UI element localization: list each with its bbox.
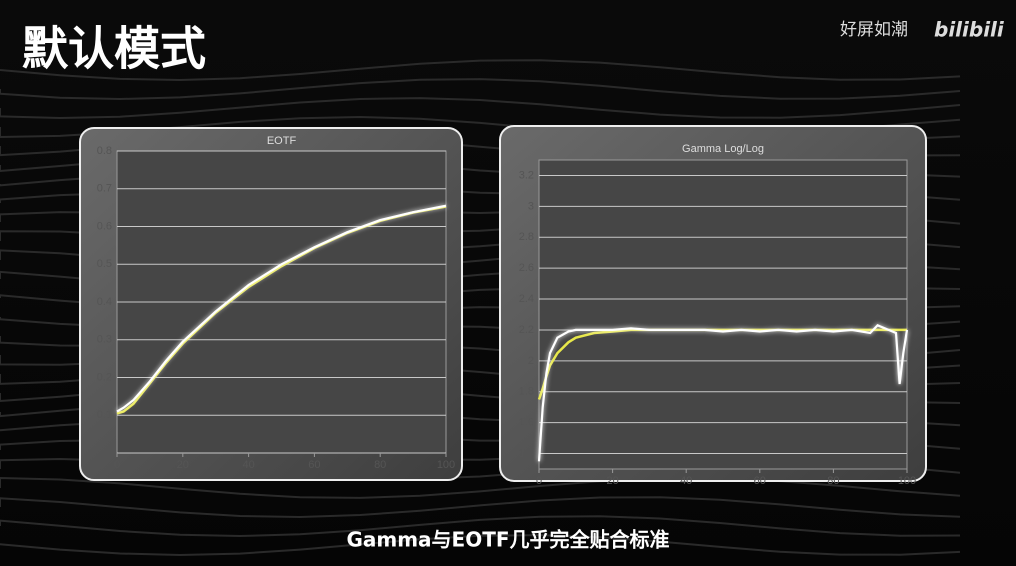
wave-line	[0, 534, 961, 557]
y-tick-label: 0.4	[97, 296, 112, 308]
y-tick-label: 1.4	[519, 447, 534, 459]
y-tick-label: 3.2	[519, 169, 534, 181]
y-tick-label: 0.5	[97, 258, 112, 270]
x-tick-label: 0	[114, 459, 120, 471]
wave-line	[0, 515, 961, 538]
y-tick-label: 2.6	[519, 262, 534, 274]
wave-line	[0, 496, 961, 519]
y-tick-label: 0.3	[97, 334, 112, 346]
y-tick-label: 2.4	[519, 293, 534, 305]
y-tick-label: 0.8	[97, 145, 112, 157]
chart-title: EOTF	[267, 135, 297, 147]
series-line	[537, 323, 909, 462]
caption: Gamma与EOTF几乎完全贴合标准	[346, 528, 669, 552]
y-tick-label: 0	[106, 447, 112, 459]
y-tick-label: 1.8	[519, 386, 534, 398]
logo: bilibili	[934, 18, 1005, 42]
chart-title: Gamma Log/Log	[682, 143, 764, 155]
watermark: 好屏如潮	[840, 20, 908, 40]
x-tick-label: 60	[308, 459, 320, 471]
x-tick-label: 100	[437, 459, 455, 471]
y-tick-label: 3	[528, 200, 534, 212]
x-tick-label: 80	[374, 459, 386, 471]
plot-area	[538, 159, 908, 470]
x-tick-label: 0	[536, 475, 542, 487]
x-tick-label: 20	[606, 475, 618, 487]
y-tick-label: 2	[528, 355, 534, 367]
y-tick-label: 0.2	[97, 371, 112, 383]
series-line	[537, 328, 907, 400]
y-tick-label: 2.8	[519, 231, 534, 243]
x-tick-label: 80	[827, 475, 839, 487]
x-tick-label: 20	[177, 459, 189, 471]
page-title: 默认模式	[22, 22, 206, 76]
wave-line	[0, 59, 961, 82]
y-tick-label: 2.2	[519, 324, 534, 336]
y-tick-label: 0.1	[97, 409, 112, 421]
y-tick-label: 0.6	[97, 220, 112, 232]
x-tick-label: 40	[680, 475, 692, 487]
wave-line	[0, 78, 961, 101]
x-tick-label: 60	[754, 475, 766, 487]
y-tick-label: 1.6	[519, 417, 534, 429]
series-line	[116, 204, 447, 413]
x-tick-label: 100	[898, 475, 916, 487]
wave-line	[0, 97, 961, 120]
y-tick-label: 0.7	[97, 183, 112, 195]
x-tick-label: 40	[242, 459, 254, 471]
